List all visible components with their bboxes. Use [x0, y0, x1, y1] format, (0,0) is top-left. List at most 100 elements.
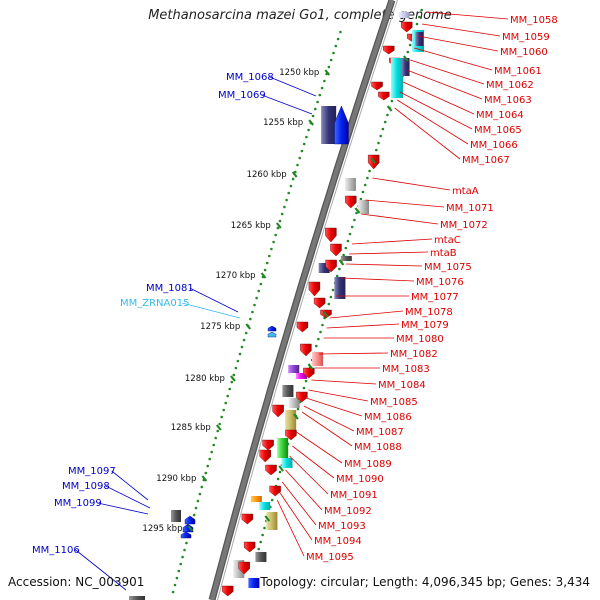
forward-gene-arrow [330, 243, 342, 257]
leader-mm-1088 [301, 411, 353, 447]
gene-label-mm-1095[interactable]: MM_1095 [306, 552, 354, 563]
ruler-dot [348, 232, 352, 236]
forward-gene-block [233, 560, 245, 578]
leader-mm-1085 [308, 389, 369, 402]
gene-label-mm-1090[interactable]: MM_1090 [336, 474, 384, 485]
gene-label-mm-1060[interactable]: MM_1060 [500, 47, 548, 58]
gene-label-mm-1083[interactable]: MM_1083 [382, 364, 430, 375]
ruler-dot [263, 526, 266, 530]
gene-label-mm-1092[interactable]: MM_1092 [324, 506, 372, 517]
ruler-tick-right [338, 259, 345, 266]
ruler-dot [339, 30, 342, 34]
forward-gene-block [344, 178, 356, 191]
gene-label-mm-1091[interactable]: MM_1091 [330, 490, 378, 501]
gene-label-mm-1066[interactable]: MM_1066 [470, 140, 518, 151]
ruler-tick [291, 171, 298, 178]
ruler-dot [332, 51, 335, 55]
gene-label-mm-1061[interactable]: MM_1061 [494, 66, 542, 77]
ruler-tick [308, 119, 315, 126]
ruler-dot [294, 170, 297, 174]
ruler-dot [307, 128, 310, 132]
gene-label-mm-1062[interactable]: MM_1062 [486, 80, 534, 91]
ruler-dot [230, 380, 234, 384]
leader-mm-1061 [414, 47, 493, 71]
gene-label-mm-1078[interactable]: MM_1078 [405, 307, 453, 318]
leader-mm-1099 [97, 502, 149, 515]
gene-label-mm-1086[interactable]: MM_1086 [364, 412, 412, 423]
ruler-dot [183, 548, 186, 552]
ruler-dot [346, 239, 350, 243]
ruler-tick-label: 1295 kbp [142, 524, 182, 534]
forward-gene-block [334, 277, 346, 299]
gene-label-mm-1072[interactable]: MM_1072 [440, 220, 488, 231]
ruler-tick [245, 323, 252, 330]
forward-gene-arrow [308, 281, 321, 297]
ruler-dot [259, 540, 263, 544]
ruler-dot [206, 464, 209, 468]
gene-label-mm-1069[interactable]: MM_1069 [218, 90, 266, 101]
backbone-core [209, 0, 395, 600]
gene-label-mtab[interactable]: mtaB [430, 248, 457, 259]
gene-label-mm-1063[interactable]: MM_1063 [484, 95, 532, 106]
gene-label-mm-zrna015[interactable]: MM_ZRNA015 [120, 298, 189, 309]
gene-label-mm-1084[interactable]: MM_1084 [378, 380, 426, 391]
leader-mm-1081 [189, 287, 239, 313]
gene-label-mm-1088[interactable]: MM_1088 [354, 442, 402, 453]
gene-label-mtac[interactable]: mtaC [434, 235, 461, 246]
ruler-dot [353, 218, 356, 222]
ruler-dot [379, 134, 383, 138]
gene-label-mm-1058[interactable]: MM_1058 [510, 15, 558, 26]
ruler-tick-label: 1290 kbp [156, 474, 196, 484]
ruler-dot [386, 113, 389, 117]
gene-label-mm-1087[interactable]: MM_1087 [356, 427, 404, 438]
gene-label-mm-1089[interactable]: MM_1089 [344, 459, 392, 470]
ruler-dot [390, 99, 394, 103]
gene-label-mm-1077[interactable]: MM_1077 [411, 292, 459, 303]
leader-mm-1076 [341, 277, 415, 282]
leader-mm-1068 [269, 76, 317, 97]
gene-label-mm-1064[interactable]: MM_1064 [476, 110, 524, 121]
forward-gene-arrow [241, 513, 254, 525]
gene-label-mm-1106[interactable]: MM_1106 [32, 545, 80, 556]
ruler-tick [215, 424, 222, 431]
gene-label-mm-1071[interactable]: MM_1071 [446, 203, 494, 214]
forward-gene-block [288, 365, 300, 373]
ruler-dot [173, 583, 177, 587]
gene-label-mm-1068[interactable]: MM_1068 [226, 72, 274, 83]
gene-label-mtaa[interactable]: mtaA [452, 186, 479, 197]
gene-label-mm-1076[interactable]: MM_1076 [416, 277, 464, 288]
ruler-dot [280, 212, 284, 216]
leader-mm-1084 [311, 379, 377, 385]
forward-gene-arrow [313, 297, 326, 309]
gene-label-mm-1098[interactable]: MM_1098 [62, 481, 110, 492]
gene-label-mm-1065[interactable]: MM_1065 [474, 125, 522, 136]
forward-gene-block [340, 256, 352, 261]
gene-label-mm-1093[interactable]: MM_1093 [318, 521, 366, 532]
gene-label-mm-1081[interactable]: MM_1081 [146, 283, 194, 294]
ruler-dot [200, 485, 204, 489]
reverse-gene-block [171, 510, 181, 522]
ruler-dot [305, 135, 308, 139]
gene-label-mm-1080[interactable]: MM_1080 [396, 334, 444, 345]
gene-label-mm-1097[interactable]: MM_1097 [68, 466, 116, 477]
ruler-dot [334, 44, 338, 48]
leader-mm-1079 [326, 323, 400, 329]
forward-gene-arrow [400, 21, 413, 33]
gene-label-mm-1085[interactable]: MM_1085 [370, 397, 418, 408]
ruler-dot [350, 225, 354, 229]
forward-gene-block [266, 512, 278, 530]
ruler-dot [287, 191, 291, 195]
gene-label-mm-1079[interactable]: MM_1079 [401, 320, 449, 331]
leader-mm-1065 [399, 91, 473, 130]
gene-label-mm-1067[interactable]: MM_1067 [462, 155, 510, 166]
ruler-dot [276, 226, 280, 230]
gene-label-mm-1099[interactable]: MM_1099 [54, 498, 102, 509]
ruler-dot [418, 15, 421, 19]
ruler-dot [222, 408, 225, 412]
ruler-dot [236, 359, 240, 363]
gene-label-mm-1082[interactable]: MM_1082 [390, 349, 438, 360]
gene-label-mm-1059[interactable]: MM_1059 [502, 32, 550, 43]
ruler-dot [415, 22, 419, 26]
gene-label-mm-1094[interactable]: MM_1094 [314, 536, 362, 547]
gene-label-mm-1075[interactable]: MM_1075 [424, 262, 472, 273]
